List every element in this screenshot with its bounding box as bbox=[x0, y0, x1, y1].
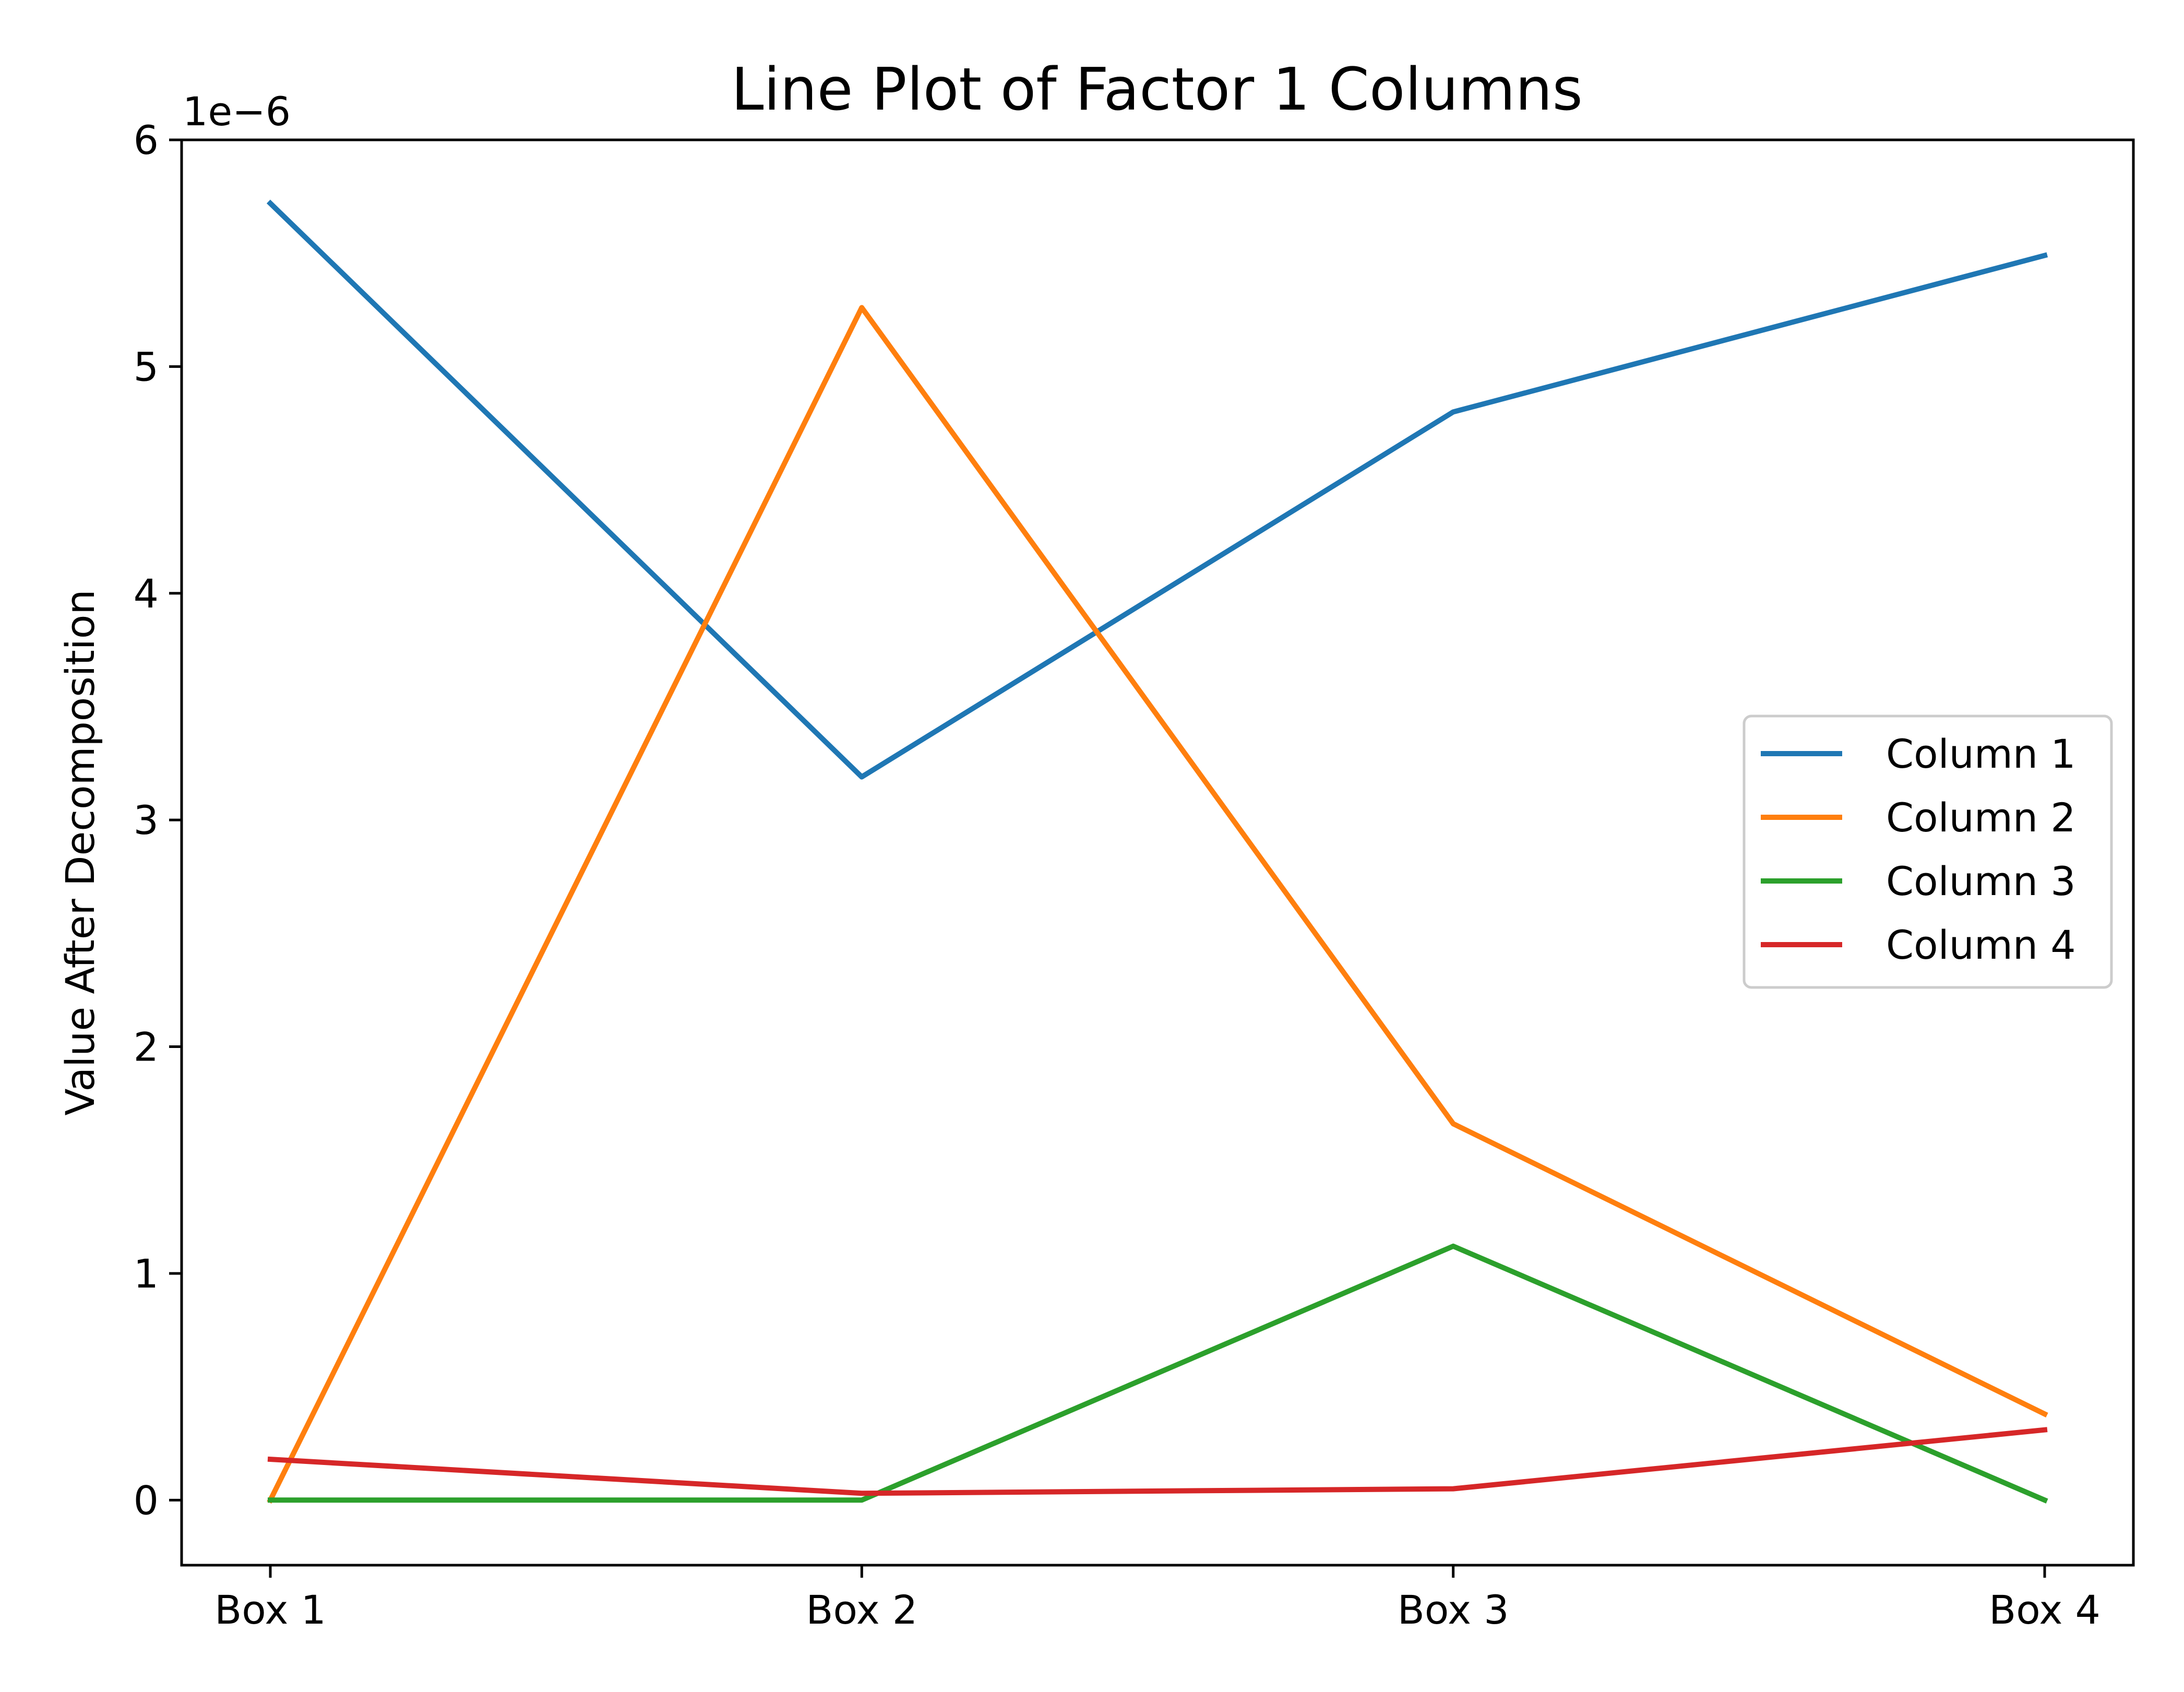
y-axis-label-group: Value After Decomposition bbox=[57, 589, 103, 1115]
y-axis-scale-label: 1e−6 bbox=[183, 88, 291, 135]
x-tick-label: Box 4 bbox=[1989, 1587, 2101, 1633]
legend-box bbox=[1743, 714, 2113, 989]
y-tick-label: 4 bbox=[134, 570, 159, 617]
y-tick-label: 0 bbox=[134, 1477, 159, 1523]
y-tick-label: 6 bbox=[134, 117, 159, 163]
series-line bbox=[266, 199, 2048, 780]
y-tick-label: 3 bbox=[134, 797, 159, 843]
y-tick-label: 2 bbox=[134, 1024, 159, 1070]
chart-title: Line Plot of Factor 1 Columns bbox=[731, 56, 1583, 124]
series-layer bbox=[266, 199, 2048, 1504]
series-line bbox=[267, 305, 2048, 1504]
x-tick-label: Box 3 bbox=[1398, 1587, 1509, 1633]
legend-label: Column 2 bbox=[1886, 794, 2076, 841]
series-line bbox=[267, 1427, 2048, 1496]
plot-frame bbox=[180, 138, 2135, 1567]
y-tick-label: 5 bbox=[134, 343, 159, 390]
x-tick-label: Box 1 bbox=[214, 1587, 326, 1633]
legend-label: Column 4 bbox=[1886, 922, 2076, 968]
ticks-layer: 0 1 2 3 4 5 6 Box 1 Box 2 Box 3 Box 4 bbox=[134, 117, 2101, 1633]
y-axis-label: Value After Decomposition bbox=[57, 589, 103, 1115]
legend-label: Column 3 bbox=[1886, 858, 2076, 904]
y-tick-label: 1 bbox=[134, 1250, 159, 1297]
series-line bbox=[268, 1243, 2048, 1504]
legend: Column 1 Column 2 Column 3 Column 4 bbox=[1743, 714, 2113, 989]
legend-label: Column 1 bbox=[1886, 731, 2076, 777]
x-tick-label: Box 2 bbox=[806, 1587, 917, 1633]
